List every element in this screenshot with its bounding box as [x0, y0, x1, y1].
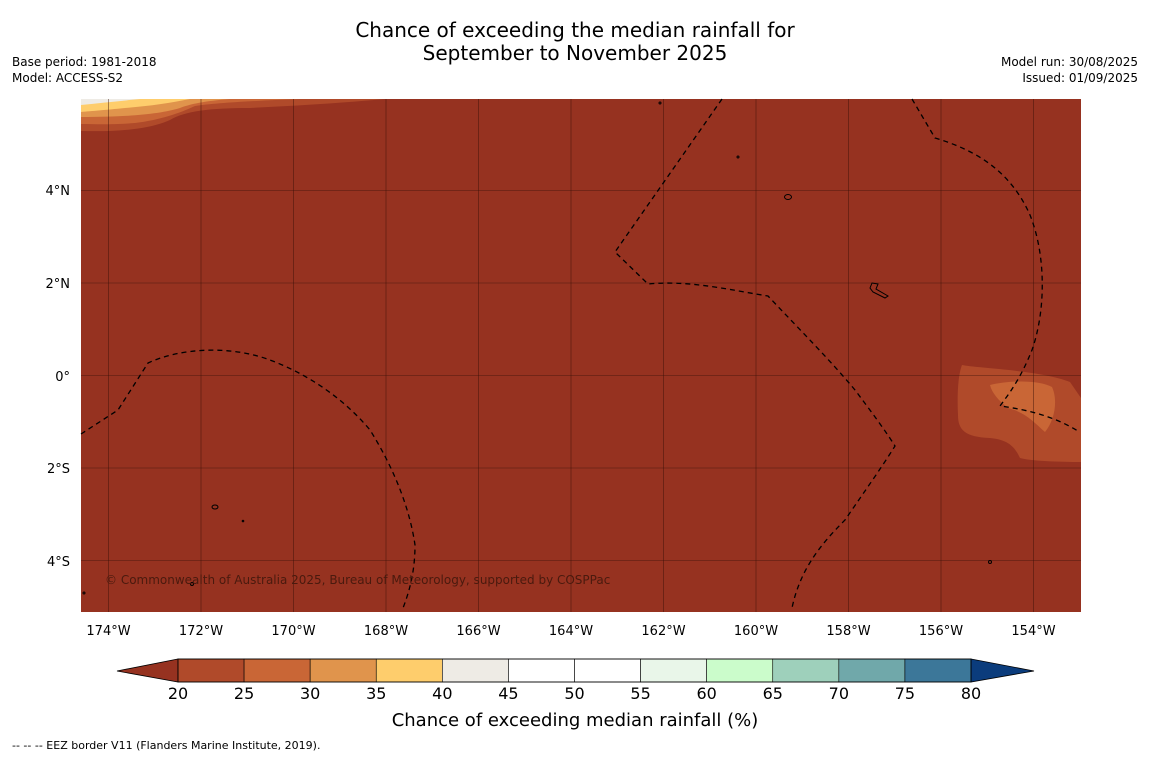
- x-tick-label: 170°W: [271, 624, 315, 639]
- x-axis-labels: 174°W 172°W 170°W 168°W 166°W 164°W 162°…: [86, 624, 1055, 639]
- colorbar-swatch: [772, 658, 840, 683]
- colorbar-swatch: [442, 658, 509, 683]
- colorbar-swatch: [904, 658, 972, 683]
- issued-date: Issued: 01/09/2025: [1022, 71, 1138, 85]
- colorbar-swatch: [508, 658, 575, 683]
- model-run: Model run: 30/08/2025: [1000, 55, 1138, 69]
- colorbar-title: Chance of exceeding median rainfall (%): [392, 710, 759, 731]
- colorbar-tick-label: 80: [961, 684, 981, 703]
- equatorial-anomaly: [957, 365, 1081, 462]
- eez-border-west: [80, 349, 416, 609]
- y-tick-label: 2°S: [47, 462, 70, 477]
- eez-footnote: -- -- -- EEZ border V11 (Flanders Marine…: [12, 739, 321, 752]
- colorbar-tick-label: 45: [498, 684, 518, 703]
- map-title: Chance of exceeding the median rainfall …: [0, 19, 1150, 65]
- map-background: [81, 99, 1081, 612]
- x-tick-label: 164°W: [549, 624, 593, 639]
- colorbar-swatch: [838, 658, 906, 683]
- colorbar-swatches: [177, 658, 972, 683]
- island-8: [658, 101, 662, 105]
- island-7: [736, 155, 740, 159]
- colorbar-tick-label: 55: [630, 684, 650, 703]
- island-5: [190, 582, 194, 586]
- x-tick-label: 166°W: [456, 624, 500, 639]
- colorbar-swatch: [640, 658, 707, 683]
- model-info: Base period: 1981-2018 Model: ACCESS-S2: [12, 54, 157, 86]
- y-tick-label: 4°N: [46, 184, 71, 199]
- run-info: Model run: 30/08/2025 Issued: 01/09/2025: [1001, 54, 1138, 86]
- y-tick-label: 2°N: [46, 277, 71, 292]
- contour-40-45: [81, 99, 140, 105]
- eez-borders: [80, 98, 1079, 609]
- colorbar-tick-label: 20: [168, 684, 188, 703]
- colorbar-tick-label: 50: [564, 684, 584, 703]
- colorbar-tick-label: 75: [895, 684, 915, 703]
- colorbar-high-extend: [970, 658, 1035, 683]
- y-axis-labels: 4°N 2°N 0° 2°S 4°S: [46, 184, 71, 570]
- colorbar-tick-label: 60: [696, 684, 716, 703]
- colorbar-swatch: [177, 658, 245, 683]
- island-1: [784, 194, 792, 200]
- island-6: [988, 560, 992, 564]
- eez-border-central: [614, 98, 896, 609]
- y-tick-label: 0°: [55, 370, 70, 385]
- base-period: Base period: 1981-2018: [12, 55, 157, 69]
- contour-25-30-east: [990, 381, 1056, 432]
- island-9: [82, 591, 86, 595]
- colorbar-tick-label: 30: [300, 684, 320, 703]
- y-tick-label: 4°S: [47, 555, 70, 570]
- x-tick-label: 158°W: [826, 624, 870, 639]
- x-tick-label: 162°W: [641, 624, 685, 639]
- colorbar-swatch: [243, 658, 311, 683]
- map-panel: © Commonwealth of Australia 2025, Bureau…: [80, 98, 1081, 612]
- colorbar-tick-labels: 20 25 30 35 40 45 50 55 60 65 70 75 80: [168, 684, 981, 703]
- graticule: [81, 99, 1081, 612]
- copyright-notice: © Commonwealth of Australia 2025, Bureau…: [105, 573, 610, 587]
- colorbar-tick-label: 25: [234, 684, 254, 703]
- x-tick-label: 154°W: [1011, 624, 1055, 639]
- colorbar-swatch: [706, 658, 774, 683]
- colorbar-swatch: [574, 658, 641, 683]
- x-tick-label: 174°W: [86, 624, 130, 639]
- x-tick-label: 156°W: [919, 624, 963, 639]
- colorbar-tick-label: 65: [763, 684, 783, 703]
- colorbar-swatch: [309, 658, 377, 683]
- islands: [82, 101, 992, 595]
- title-line-1: Chance of exceeding the median rainfall …: [355, 18, 795, 42]
- colorbar: 20 25 30 35 40 45 50 55 60 65 70 75 80 Chance of exc…: [116, 658, 1035, 731]
- island-4: [241, 519, 245, 523]
- title-line-2: September to November 2025: [422, 41, 728, 65]
- model-name: Model: ACCESS-S2: [12, 71, 124, 85]
- x-tick-label: 160°W: [734, 624, 778, 639]
- colorbar-tick-label: 70: [829, 684, 849, 703]
- colorbar-outline: [177, 658, 972, 683]
- colorbar-tick-label: 35: [366, 684, 386, 703]
- island-2: [869, 282, 889, 299]
- x-tick-label: 168°W: [364, 624, 408, 639]
- colorbar-tick-label: 40: [432, 684, 452, 703]
- island-3: [211, 504, 219, 510]
- colorbar-low-extend: [116, 658, 179, 683]
- x-tick-label: 172°W: [179, 624, 223, 639]
- colorbar-swatch: [375, 658, 443, 683]
